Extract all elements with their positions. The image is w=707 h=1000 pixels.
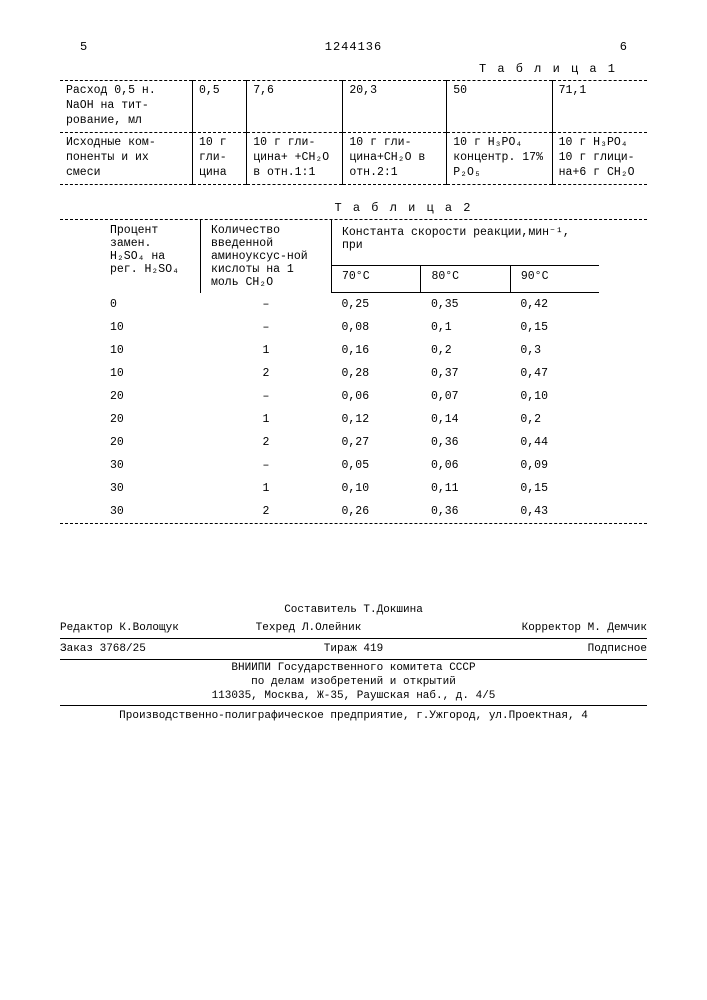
org1: ВНИИПИ Государственного комитета СССР	[60, 662, 647, 674]
table-cell: 0,16	[332, 339, 421, 362]
subscript: Подписное	[451, 643, 647, 655]
table-cell: 1	[201, 408, 332, 431]
table-cell: 0,2	[510, 408, 599, 431]
t1-r1-c1: 0,5	[193, 81, 247, 133]
editor: Редактор К.Волощук	[60, 622, 256, 634]
table-cell: 0,07	[421, 385, 510, 408]
table-cell: 20	[100, 431, 201, 454]
table-cell: 20	[100, 385, 201, 408]
table-cell: 0,25	[332, 293, 421, 317]
table-cell: 0,12	[332, 408, 421, 431]
table-cell: 0,09	[510, 454, 599, 477]
table-cell: 2	[201, 500, 332, 523]
t2-h-col2: Количество введенной аминоуксус-ной кисл…	[201, 220, 332, 293]
tirage: Тираж 419	[256, 643, 452, 655]
table-cell: 0,08	[332, 316, 421, 339]
table-cell: 0,47	[510, 362, 599, 385]
doc-number: 1244136	[325, 40, 382, 54]
table-cell: 0,10	[510, 385, 599, 408]
table-row: 1020,280,370,47	[100, 362, 599, 385]
printer: Производственно-полиграфическое предприя…	[60, 705, 647, 722]
t2-h-col1: Процент замен. H₂SO₄ на рег. H₂SO₄	[100, 220, 201, 293]
table-cell: 0,35	[421, 293, 510, 317]
t1-r1-c2: 7,6	[247, 81, 343, 133]
table-2-wrap: Процент замен. H₂SO₄ на рег. H₂SO₄ Колич…	[60, 219, 647, 525]
table-cell: 10	[100, 316, 201, 339]
table-cell: 2	[201, 362, 332, 385]
order: Заказ 3768/25	[60, 643, 256, 655]
table-cell: 0,14	[421, 408, 510, 431]
table-cell: –	[201, 454, 332, 477]
table-cell: 0,06	[332, 385, 421, 408]
table-cell: 0,11	[421, 477, 510, 500]
table-cell: 0,1	[421, 316, 510, 339]
org2: по делам изобретений и открытий	[60, 676, 647, 688]
table-cell: 0,3	[510, 339, 599, 362]
table-cell: 0,27	[332, 431, 421, 454]
table-row: 20–0,060,070,10	[100, 385, 599, 408]
table-row: 3010,100,110,15	[100, 477, 599, 500]
table-row: 3020,260,360,43	[100, 500, 599, 523]
corrector: Корректор М. Демчик	[451, 622, 647, 634]
t2-sub3: 90°C	[510, 265, 599, 292]
table-cell: 10	[100, 362, 201, 385]
table-row: 1010,160,20,3	[100, 339, 599, 362]
t1-r1-c3: 20,3	[343, 81, 447, 133]
t1-r1-c5: 71,1	[552, 81, 647, 133]
table-cell: 0,42	[510, 293, 599, 317]
table-2: Процент замен. H₂SO₄ на рег. H₂SO₄ Колич…	[100, 220, 599, 524]
table-row: 30–0,050,060,09	[100, 454, 599, 477]
t1-r2-c1: 10 г гли-цина	[193, 132, 247, 184]
table-cell: 30	[100, 454, 201, 477]
t1-r2-c2: 10 г гли-цина+ +CH₂O в отн.1:1	[247, 132, 343, 184]
t1-row2-label: Исходные ком-поненты и их смеси	[60, 132, 193, 184]
t1-row1-label: Расход 0,5 н. NaOH на тит-рование, мл	[60, 81, 193, 133]
footer: Составитель Т.Докшина Редактор К.Волощук…	[60, 604, 647, 722]
table1-title: Т а б л и ц а 1	[60, 62, 647, 76]
t2-sub1: 70°C	[332, 265, 421, 292]
table-cell: –	[201, 385, 332, 408]
table-cell: 0,36	[421, 431, 510, 454]
table-cell: 1	[201, 477, 332, 500]
table-cell: 30	[100, 500, 201, 523]
t1-r2-c3: 10 г гли-цина+CH₂O в отн.2:1	[343, 132, 447, 184]
table-cell: 0,36	[421, 500, 510, 523]
left-page-num: 5	[80, 40, 87, 54]
table-cell: 0,15	[510, 316, 599, 339]
t1-r1-c4: 50	[447, 81, 552, 133]
table2-title: Т а б л и ц а 2	[60, 201, 647, 215]
t2-h-col3: Константа скорости реакции,мин⁻¹, при	[332, 220, 599, 266]
t2-sub2: 80°C	[421, 265, 510, 292]
table-cell: 2	[201, 431, 332, 454]
addr: 113035, Москва, Ж-35, Раушская наб., д. …	[60, 690, 647, 702]
table-cell: 30	[100, 477, 201, 500]
t1-r2-c4: 10 г H₃PO₄ концентр. 17% P₂O₅	[447, 132, 552, 184]
table-row: 10–0,080,10,15	[100, 316, 599, 339]
page-numbers: 5 1244136 6	[60, 40, 647, 54]
table-cell: 20	[100, 408, 201, 431]
table-cell: 0,26	[332, 500, 421, 523]
table-cell: –	[201, 316, 332, 339]
table-row: 0–0,250,350,42	[100, 293, 599, 317]
table-cell: 0,05	[332, 454, 421, 477]
table-cell: –	[201, 293, 332, 317]
table-cell: 0,15	[510, 477, 599, 500]
table-cell: 0,2	[421, 339, 510, 362]
table-cell: 0,44	[510, 431, 599, 454]
table-1: Расход 0,5 н. NaOH на тит-рование, мл 0,…	[60, 80, 647, 185]
table-cell: 0,10	[332, 477, 421, 500]
table-cell: 1	[201, 339, 332, 362]
table-cell: 0	[100, 293, 201, 317]
table-cell: 10	[100, 339, 201, 362]
table-cell: 0,37	[421, 362, 510, 385]
table-row: 2020,270,360,44	[100, 431, 599, 454]
t1-r2-c5: 10 г H₃PO₄ 10 г глици-на+6 г CH₂O	[552, 132, 647, 184]
table-row: 2010,120,140,2	[100, 408, 599, 431]
compiler: Составитель Т.Докшина	[60, 604, 647, 616]
right-page-num: 6	[620, 40, 627, 54]
table-cell: 0,28	[332, 362, 421, 385]
techred: Техред Л.Олейник	[256, 622, 452, 634]
table-cell: 0,06	[421, 454, 510, 477]
table-cell: 0,43	[510, 500, 599, 523]
